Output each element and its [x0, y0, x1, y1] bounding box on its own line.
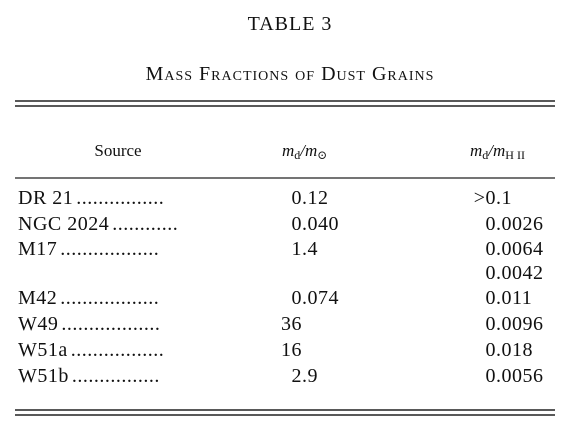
value-cell: 0.0064	[486, 238, 544, 260]
value-cell: 0.0096	[486, 313, 544, 335]
header-col2: md/mH II	[470, 141, 525, 162]
dot-leader: ..................	[60, 238, 159, 260]
dot-leader: ..................	[60, 287, 159, 309]
dot-leader: .................	[71, 339, 165, 361]
table-subtitle: Mass Fractions of Dust Grains	[146, 63, 435, 85]
value-cell: 36	[281, 313, 302, 335]
value-cell: 16	[281, 339, 302, 361]
value-cell: 0.12	[292, 187, 329, 209]
table-body: DR 21................ 0.12 >0.1 NGC 2024...…	[18, 187, 544, 387]
header-part: /m	[487, 141, 505, 160]
value-cell: 0.018	[486, 339, 534, 361]
header-source: Source	[94, 141, 141, 160]
value-cell: 0.011	[486, 287, 533, 309]
dot-leader: ................	[72, 365, 160, 387]
source-cell: W51a	[18, 339, 68, 361]
source-cell: NGC 2024	[18, 213, 109, 235]
dot-leader: ..................	[61, 313, 160, 335]
value-cell: 0.0056	[486, 365, 544, 387]
value-cell: 1.4	[292, 238, 319, 260]
dot-leader: ................	[76, 187, 164, 209]
source-cell: M17	[18, 238, 57, 260]
table-title: TABLE 3	[248, 13, 333, 35]
header-col1: md/m⊙	[282, 141, 327, 162]
source-cell: M42	[18, 287, 57, 309]
source-cell: W51b	[18, 365, 69, 387]
value-cell: 0.040	[292, 213, 340, 235]
source-cell: W49	[18, 313, 58, 335]
header-part: H II	[505, 148, 525, 162]
header-part: d	[482, 148, 488, 162]
header-part: /m	[299, 141, 317, 160]
value-cell: 2.9	[292, 365, 319, 387]
value-cell: 0.0026	[486, 213, 544, 235]
header-part: m	[282, 141, 294, 160]
source-cell: DR 21	[18, 187, 73, 209]
header-part: ⊙	[317, 148, 327, 162]
value-cell: 0.074	[292, 287, 340, 309]
value-cell: 0.0042	[486, 262, 544, 284]
header-part: m	[470, 141, 482, 160]
dot-leader: ............	[112, 213, 178, 235]
header-part: d	[294, 148, 300, 162]
value-cell: >0.1	[474, 187, 512, 209]
